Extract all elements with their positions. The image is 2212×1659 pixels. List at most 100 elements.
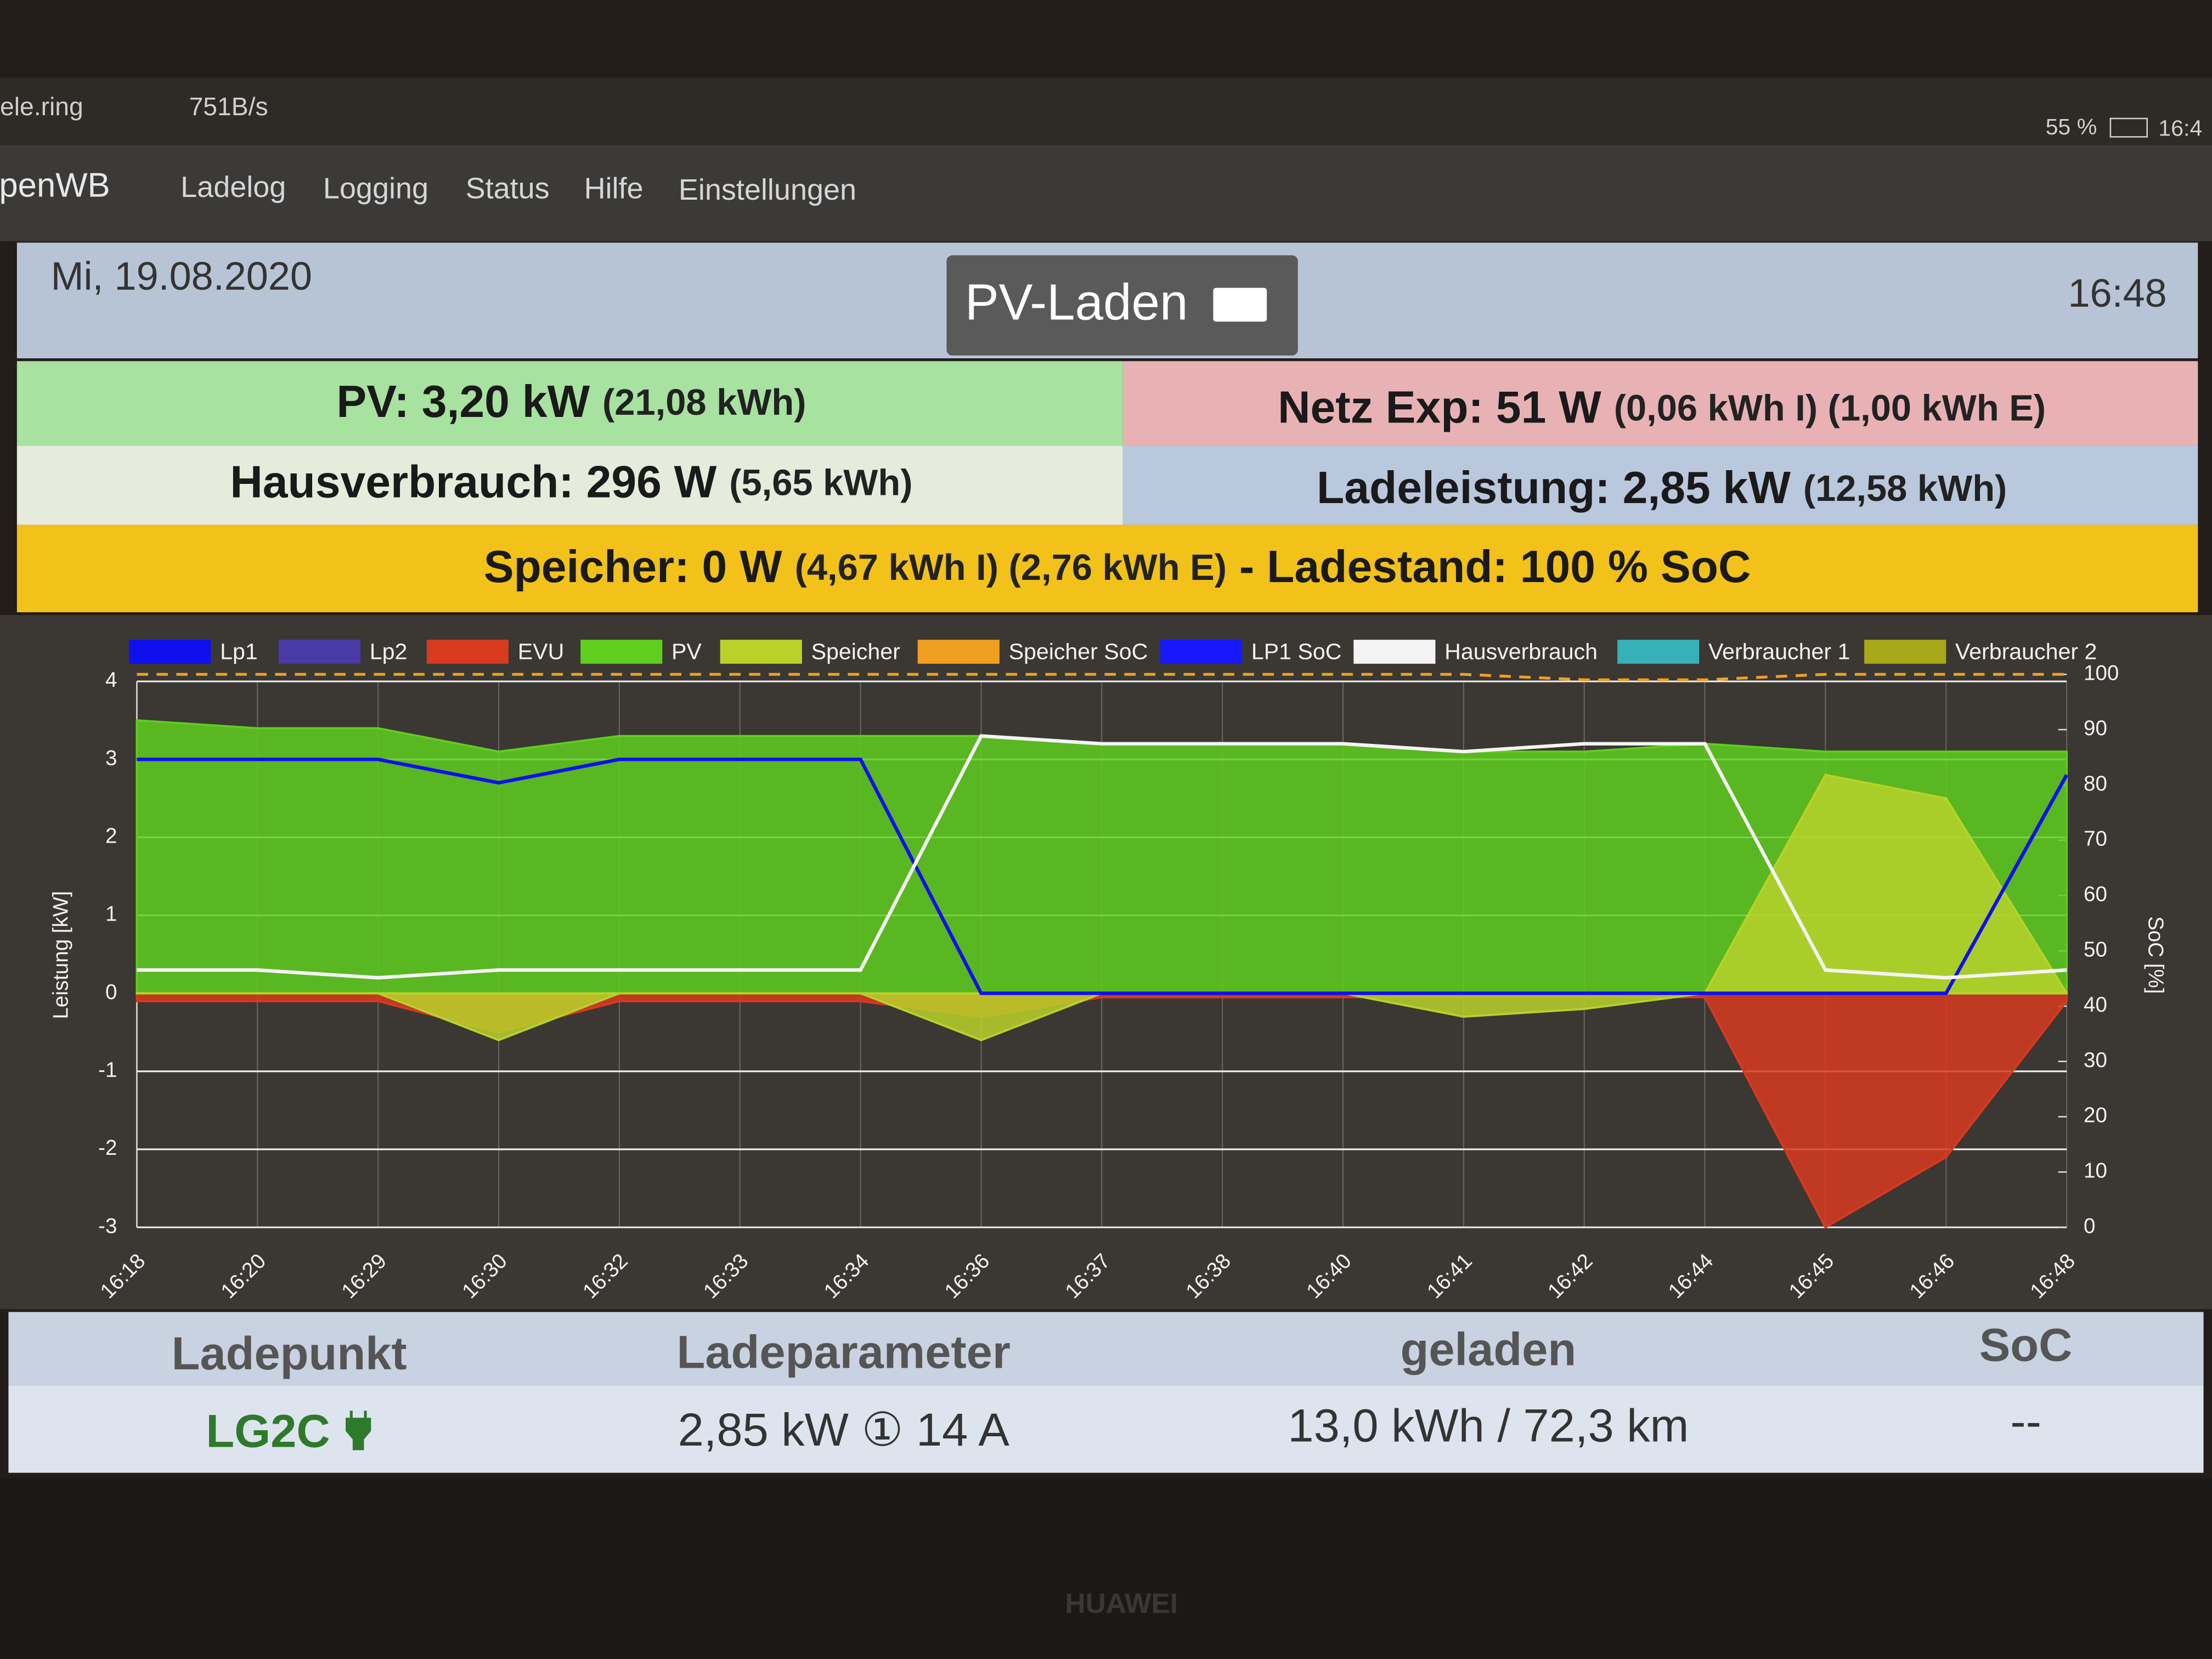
- legend-label: Lp2: [370, 639, 408, 664]
- legend-label: Verbraucher 1: [1708, 639, 1850, 664]
- legend-label: Hausverbrauch: [1444, 639, 1598, 664]
- legend-swatch: [1617, 640, 1700, 664]
- y2-tick-label: 10: [2084, 1159, 2107, 1183]
- y2-tick-label: 80: [2084, 772, 2107, 795]
- legend-label: Speicher SoC: [1009, 639, 1148, 664]
- legend-label: EVU: [518, 639, 565, 664]
- column-header: Ladepunkt: [172, 1327, 407, 1379]
- ladepunkt-name[interactable]: LG2C: [206, 1405, 330, 1457]
- battery-symbol: [1213, 287, 1267, 322]
- legend-swatch: [1353, 640, 1436, 664]
- y-tick-label: -2: [98, 1136, 117, 1160]
- nav-item[interactable]: Hilfe: [584, 172, 644, 205]
- carrier: ele.ring: [0, 92, 83, 121]
- clock: 16:4: [2158, 115, 2202, 140]
- netz-label: Netz Exp: 51 W: [1278, 382, 1601, 432]
- legend-swatch: [1160, 640, 1243, 664]
- bezel: [0, 1478, 2212, 1659]
- legend-swatch: [917, 640, 1000, 664]
- legend-swatch: [129, 640, 211, 664]
- netz-summary: Netz Exp: 51 W (0,06 kWh I) (1,00 kWh E): [1278, 382, 2046, 432]
- column-header: Ladeparameter: [677, 1326, 1011, 1378]
- y2-tick-label: 70: [2084, 827, 2107, 851]
- lade-box: [1122, 445, 2198, 525]
- ladeparameter: 2,85 kW ① 14 A: [678, 1403, 1010, 1455]
- table-row: [8, 1385, 2204, 1473]
- y-tick-label: -3: [98, 1214, 117, 1238]
- time: 16:48: [2068, 272, 2167, 315]
- legend-label: Lp1: [220, 639, 258, 664]
- nav-item[interactable]: Einstellungen: [679, 173, 856, 206]
- brand[interactable]: openWB: [0, 166, 110, 204]
- device-logo: HUAWEI: [1065, 1587, 1178, 1619]
- y2-tick-label: 50: [2084, 938, 2107, 961]
- lade-detail: (12,58 kWh): [1803, 468, 2007, 509]
- mode-label[interactable]: PV-Laden: [965, 273, 1188, 330]
- y-axis-label: Leistung [kW]: [49, 891, 72, 1019]
- legend-label: Verbraucher 2: [1955, 639, 2097, 664]
- y2-axis-label: SoC [%]: [2143, 916, 2167, 994]
- haus-detail: (5,65 kWh): [729, 462, 912, 503]
- speicher-soc: - Ladestand: 100 % SoC: [1239, 542, 1751, 592]
- pv-summary: PV: 3,20 kW (21,08 kWh): [336, 377, 806, 427]
- legend-label: LP1 SoC: [1251, 639, 1342, 664]
- nav-item[interactable]: Ladelog: [180, 171, 286, 204]
- speicher-detail: (4,67 kWh I) (2,76 kWh E): [795, 547, 1227, 588]
- pv-box: [16, 361, 1123, 446]
- geladen: 13,0 kWh / 72,3 km: [1288, 1399, 1689, 1451]
- y-tick-label: 1: [105, 902, 117, 926]
- speicher-label: Speicher: 0 W: [484, 542, 782, 592]
- column-header: geladen: [1401, 1323, 1577, 1375]
- legend-label: Speicher: [811, 639, 901, 664]
- table-header: [8, 1312, 2204, 1386]
- status-bar: [0, 77, 2212, 145]
- battery-icon: [2109, 117, 2148, 138]
- legend-label: PV: [672, 639, 702, 664]
- navbar: [0, 145, 2212, 241]
- y2-tick-label: 100: [2084, 661, 2119, 685]
- legend-swatch: [426, 640, 509, 664]
- haus-box: [16, 445, 1123, 525]
- nav-item[interactable]: Logging: [323, 172, 428, 205]
- pv-label: PV: 3,20 kW: [336, 377, 590, 427]
- line: [137, 673, 2067, 681]
- legend-swatch: [278, 640, 360, 664]
- haus-summary: Hausverbrauch: 296 W (5,65 kWh): [230, 457, 912, 507]
- y-tick-label: -1: [98, 1058, 117, 1082]
- y2-tick-label: 30: [2084, 1048, 2107, 1072]
- date: Mi, 19.08.2020: [51, 255, 312, 298]
- column-header: SoC: [1979, 1319, 2073, 1371]
- haus-label: Hausverbrauch: 296 W: [230, 457, 716, 507]
- y2-tick-label: 40: [2084, 993, 2107, 1017]
- y-tick-label: 4: [105, 668, 117, 692]
- legend-swatch: [1864, 640, 1946, 664]
- soc: --: [2010, 1395, 2041, 1447]
- net-speed: 751B/s: [189, 92, 268, 121]
- speicher-summary: Speicher: 0 W (4,67 kWh I) (2,76 kWh E) …: [484, 542, 1751, 592]
- netz-box: [1122, 361, 2198, 446]
- netz-detail: (0,06 kWh I) (1,00 kWh E): [1614, 387, 2046, 428]
- y2-tick-label: 0: [2084, 1214, 2095, 1238]
- nav-item[interactable]: Status: [466, 172, 550, 205]
- y2-tick-label: 20: [2084, 1104, 2107, 1127]
- chart: 16:18 16:20 16:29 16:30 16:32 16:33 16:34 16:36…: [96, 639, 2119, 1303]
- lade-summary: Ladeleistung: 2,85 kW (12,58 kWh): [1317, 463, 2007, 513]
- line: [137, 757, 2068, 995]
- lade-label: Ladeleistung: 2,85 kW: [1317, 463, 1791, 513]
- mode-button[interactable]: [946, 255, 1298, 356]
- y-tick-label: 2: [105, 825, 117, 848]
- legend-swatch: [720, 640, 802, 664]
- legend-swatch: [580, 640, 663, 664]
- pv-detail: (21,08 kWh): [602, 382, 806, 423]
- y2-tick-label: 60: [2084, 883, 2107, 906]
- speicher-box: [16, 524, 2198, 612]
- battery: 55 %: [2046, 114, 2097, 139]
- line: [137, 734, 2067, 980]
- plug-icon: [346, 1410, 371, 1451]
- y-tick-label: 3: [105, 746, 117, 770]
- area: [136, 992, 2068, 1229]
- y2-tick-label: 90: [2084, 716, 2107, 740]
- y-tick-label: 0: [105, 980, 117, 1004]
